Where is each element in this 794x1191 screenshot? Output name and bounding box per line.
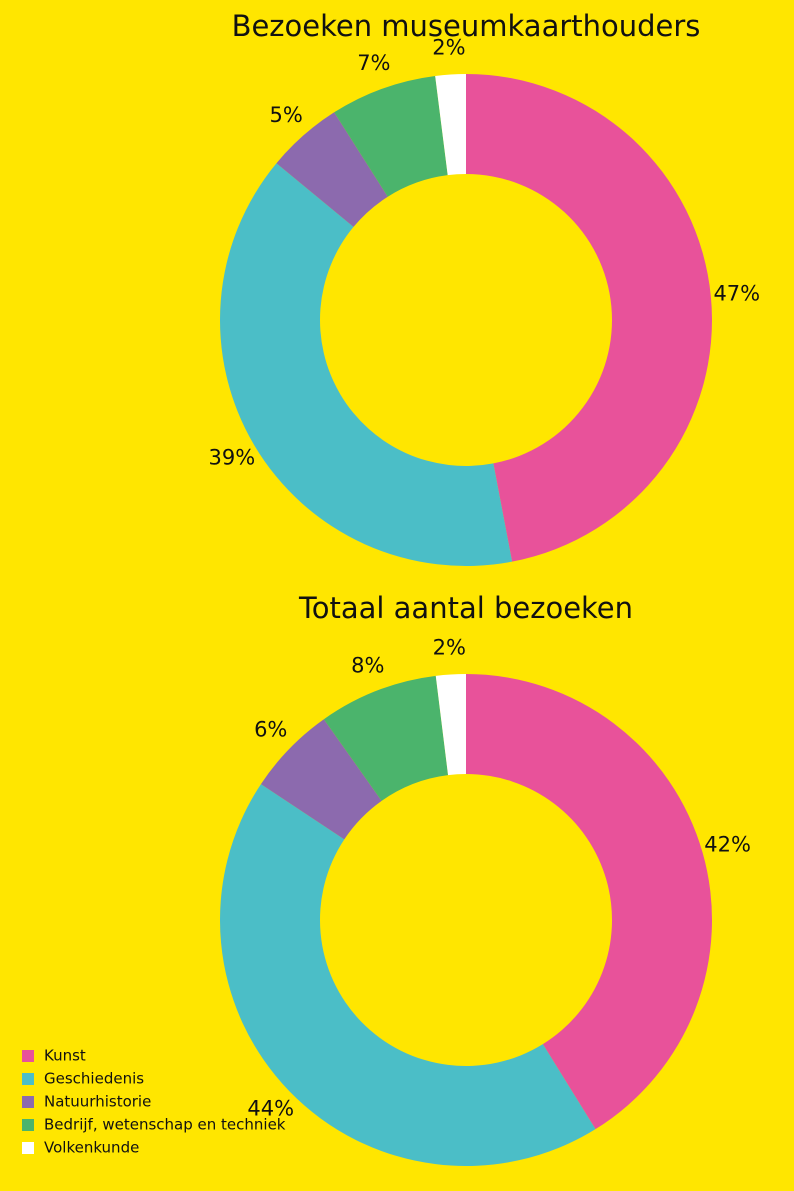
data-label: 44% [247, 1096, 294, 1120]
donut-slice [260, 719, 382, 840]
legend-label: Natuurhistorie [44, 1093, 151, 1111]
data-label: 39% [209, 445, 256, 469]
chart-title: Bezoeken museumkaarthouders [232, 9, 701, 43]
data-label: 42% [704, 833, 751, 857]
legend-label: Kunst [44, 1047, 86, 1065]
legend-label: Volkenkunde [44, 1139, 139, 1157]
donut-slice [276, 112, 388, 227]
legend-swatch [22, 1142, 34, 1154]
data-label: 2% [433, 636, 466, 660]
donut-slice [466, 74, 712, 562]
legend-swatch [22, 1119, 34, 1131]
donut-slice [220, 784, 596, 1166]
legend-label: Bedrijf, wetenschap en techniek [44, 1116, 286, 1134]
chart-title: Totaal aantal bezoeken [298, 591, 633, 625]
donut-slice [334, 75, 448, 197]
data-label: 2% [432, 36, 465, 60]
legend-swatch [22, 1096, 34, 1108]
donut-slice [219, 163, 513, 566]
donut-slice [435, 74, 466, 176]
data-label: 6% [254, 718, 287, 742]
donut-slice [435, 674, 466, 776]
legend-swatch [22, 1073, 34, 1085]
legend-label: Geschiedenis [44, 1070, 144, 1088]
donut-slice [323, 675, 449, 801]
legend-swatch [22, 1050, 34, 1062]
data-label: 47% [713, 281, 760, 305]
donut-slice [466, 674, 712, 1130]
data-label: 5% [269, 103, 302, 127]
data-label: 7% [357, 51, 390, 75]
data-label: 8% [351, 653, 384, 677]
